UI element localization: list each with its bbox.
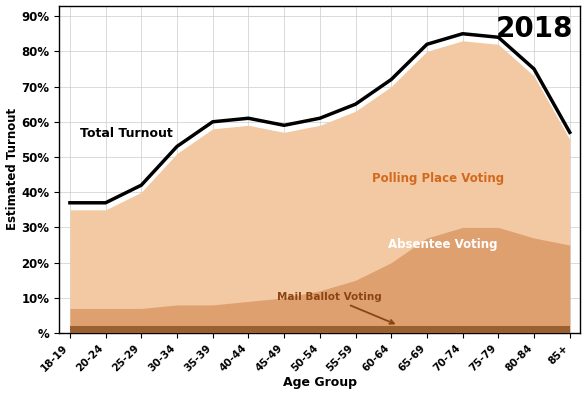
Text: 2018: 2018 bbox=[495, 15, 573, 43]
Text: Absentee Voting: Absentee Voting bbox=[387, 238, 497, 251]
Y-axis label: Estimated Turnout: Estimated Turnout bbox=[5, 108, 19, 230]
Text: Mail Ballot Voting: Mail Ballot Voting bbox=[277, 292, 394, 324]
Text: Polling Place Voting: Polling Place Voting bbox=[372, 173, 504, 185]
Text: Total Turnout: Total Turnout bbox=[80, 126, 173, 139]
X-axis label: Age Group: Age Group bbox=[283, 376, 357, 389]
